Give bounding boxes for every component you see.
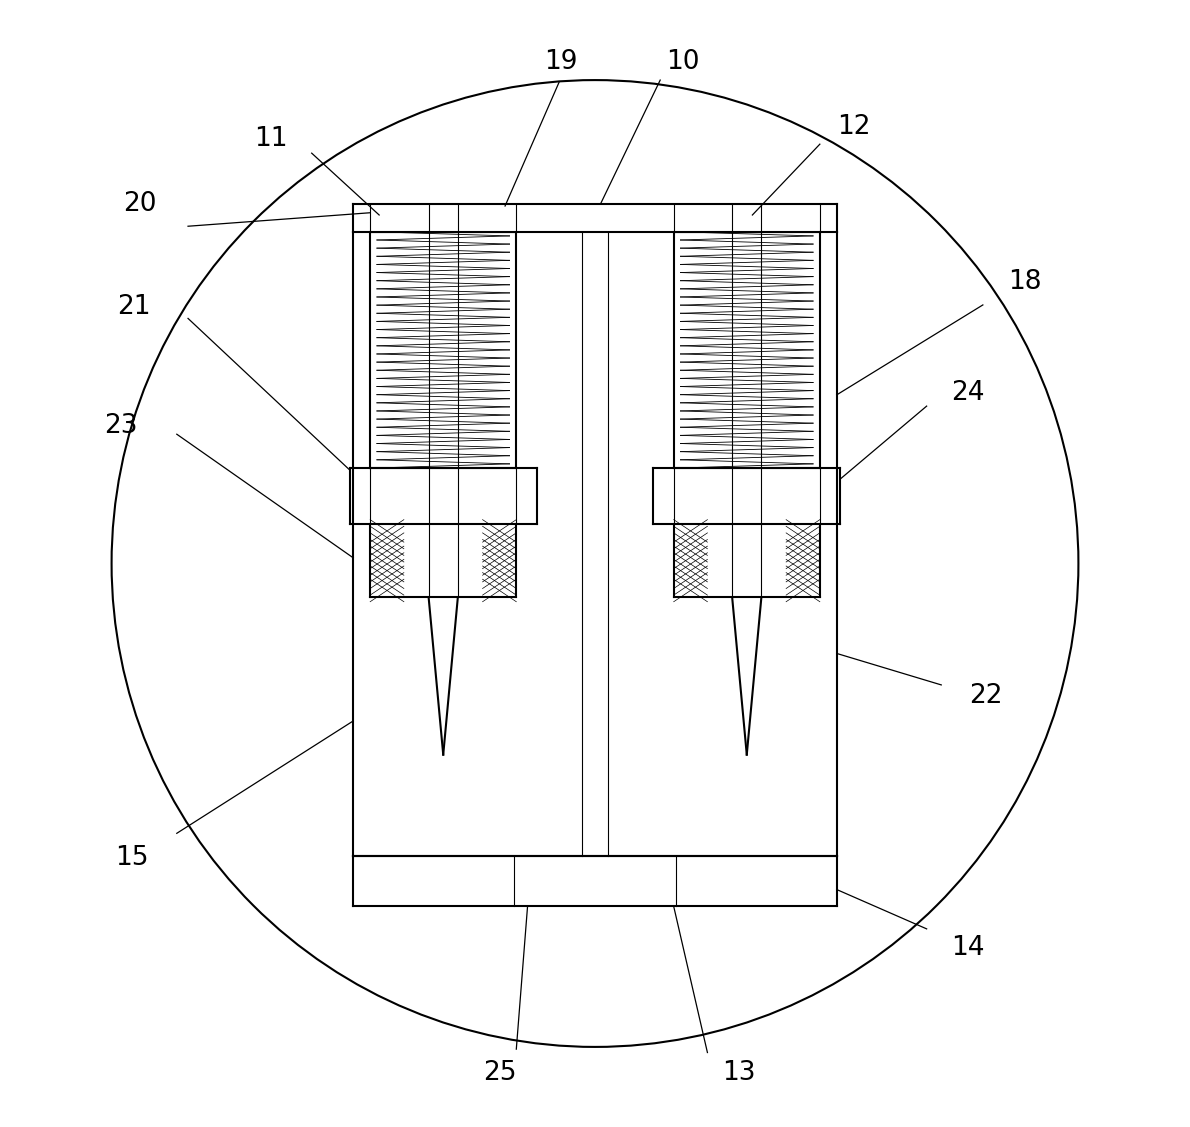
Text: 14: 14 — [952, 935, 985, 961]
Text: 21: 21 — [118, 294, 151, 320]
Text: 11: 11 — [255, 125, 288, 151]
Text: 10: 10 — [666, 50, 700, 76]
Text: 15: 15 — [115, 845, 149, 871]
Text: 24: 24 — [952, 380, 985, 406]
Text: 13: 13 — [722, 1059, 756, 1085]
Text: 19: 19 — [545, 50, 578, 76]
Text: 23: 23 — [104, 414, 137, 440]
Text: 25: 25 — [483, 1059, 516, 1085]
Text: 22: 22 — [970, 683, 1003, 709]
Text: 20: 20 — [123, 190, 156, 216]
Text: 12: 12 — [837, 114, 870, 140]
Text: 18: 18 — [1008, 269, 1041, 295]
